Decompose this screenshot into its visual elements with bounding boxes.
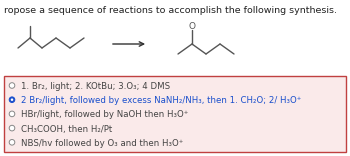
Circle shape <box>9 97 15 102</box>
Text: ropose a sequence of reactions to accomplish the following synthesis.: ropose a sequence of reactions to accomp… <box>4 6 337 15</box>
Circle shape <box>9 111 15 117</box>
Text: CH₃COOH, then H₂/Pt: CH₃COOH, then H₂/Pt <box>21 125 112 134</box>
Circle shape <box>9 125 15 131</box>
Text: 2 Br₂/light, followed by excess NaNH₂/NH₃, then 1. CH₂O; 2/ H₃O⁺: 2 Br₂/light, followed by excess NaNH₂/NH… <box>21 96 301 105</box>
Circle shape <box>9 139 15 145</box>
Circle shape <box>9 83 15 88</box>
Bar <box>4 76 346 152</box>
Text: 1. Br₂, light; 2. KOtBu; 3.O₃; 4 DMS: 1. Br₂, light; 2. KOtBu; 3.O₃; 4 DMS <box>21 82 170 91</box>
Text: HBr/light, followed by NaOH then H₃O⁺: HBr/light, followed by NaOH then H₃O⁺ <box>21 110 188 119</box>
Circle shape <box>11 98 13 101</box>
Text: O: O <box>189 22 196 31</box>
Text: NBS/hv followed by O₃ and then H₃O⁺: NBS/hv followed by O₃ and then H₃O⁺ <box>21 139 183 148</box>
